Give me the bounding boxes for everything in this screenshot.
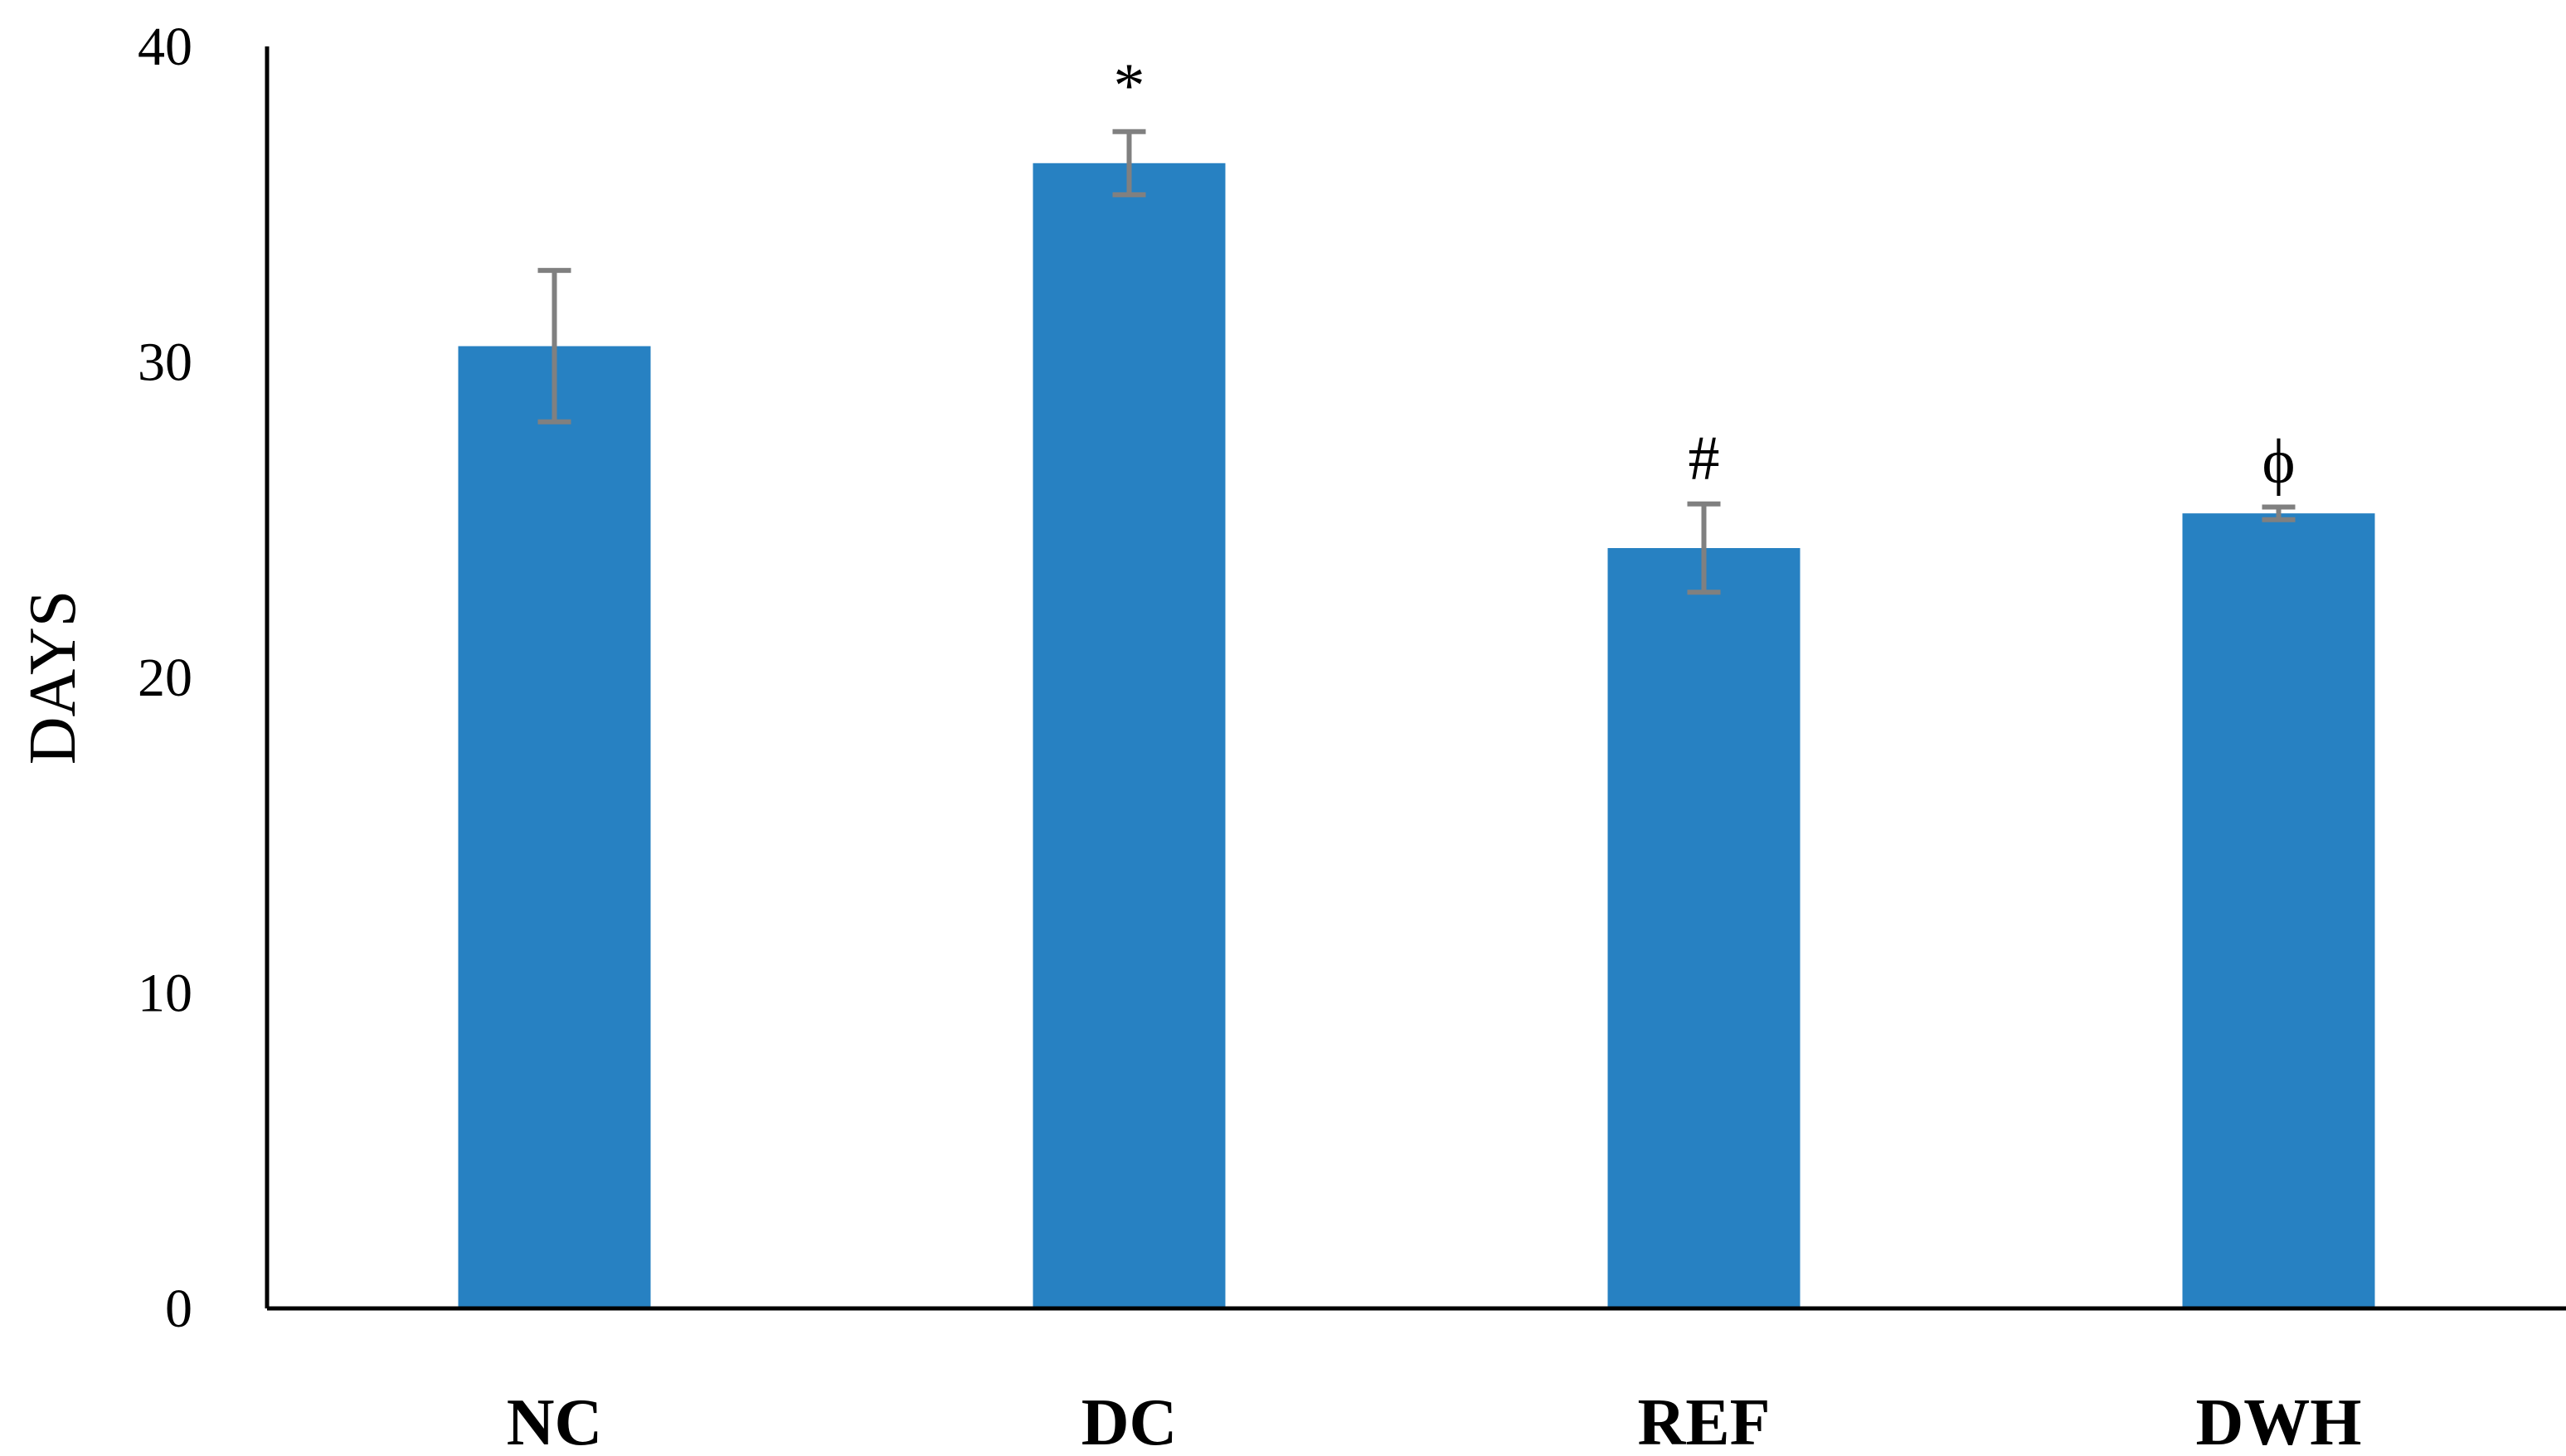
annotation-dwh: ϕ: [2262, 427, 2295, 497]
error-bar-dwh: [2262, 504, 2296, 522]
annotation-ref: #: [1689, 424, 1720, 493]
axes-layer: [265, 46, 2566, 1311]
bar-dc: [1033, 163, 1226, 1308]
error-bars-layer: [537, 129, 2296, 595]
bars-layer: [458, 163, 2375, 1309]
y-tick-labels: 0 10 20 30 40: [138, 17, 192, 1339]
x-tick-label-dc: DC: [1081, 1386, 1178, 1456]
x-tick-labels: NC DC REF DWH: [507, 1386, 2362, 1456]
error-bar-ref: [1687, 501, 1721, 595]
annotation-dc: *: [1114, 51, 1145, 121]
y-tick-label: 10: [138, 963, 192, 1024]
bar-dwh: [2182, 513, 2375, 1308]
bar-nc: [458, 346, 651, 1309]
y-tick-label: 0: [165, 1279, 192, 1339]
x-tick-label-dwh: DWH: [2196, 1386, 2362, 1456]
y-tick-label: 30: [138, 332, 192, 393]
y-axis-title: DAYS: [17, 590, 90, 764]
x-tick-label-nc: NC: [507, 1386, 603, 1456]
bar-ref: [1607, 547, 1801, 1308]
y-tick-label: 20: [138, 648, 192, 708]
y-tick-label: 40: [138, 17, 192, 77]
error-bar-nc: [537, 268, 571, 425]
significance-annotations: * # ϕ: [1114, 51, 2296, 497]
x-tick-label-ref: REF: [1638, 1386, 1771, 1456]
error-bar-dc: [1112, 129, 1146, 197]
